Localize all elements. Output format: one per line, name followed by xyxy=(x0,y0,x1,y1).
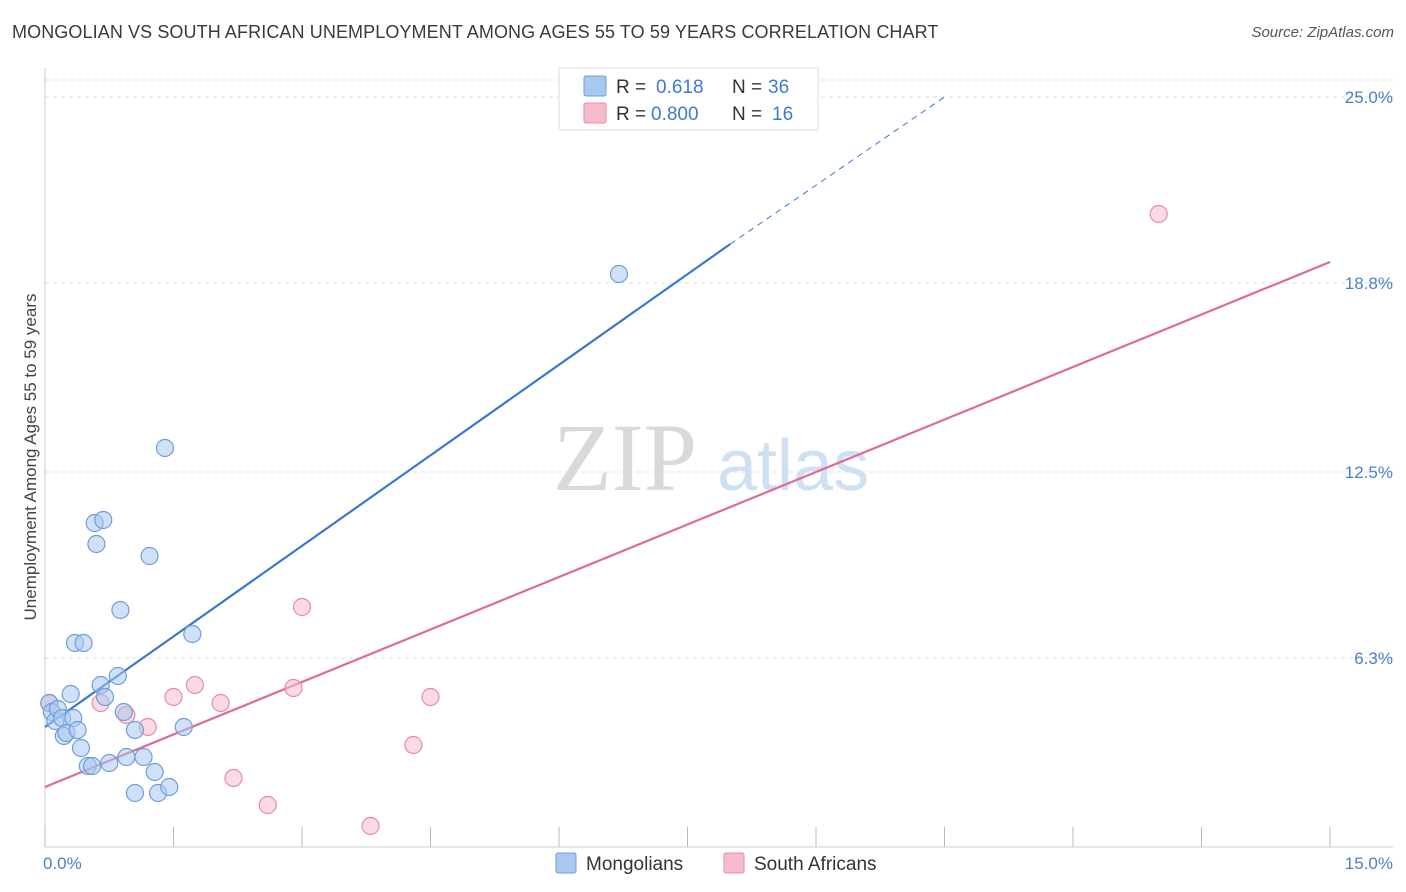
point-mongolians xyxy=(61,684,80,704)
trend-lines xyxy=(44,96,1331,789)
point-mongolians xyxy=(71,738,91,758)
point-south-africans xyxy=(164,687,183,707)
point-mongolians xyxy=(134,747,153,767)
point-mongolians xyxy=(111,600,130,620)
y-tick-label: 25.0% xyxy=(1345,88,1393,107)
legend-swatch-mongolians xyxy=(583,75,607,97)
point-mongolians xyxy=(117,747,136,767)
y-tick-label: 6.3% xyxy=(1354,649,1393,668)
data-points xyxy=(40,204,1168,836)
legend-r-value-mongolians: 0.618 xyxy=(656,77,704,98)
legend-r-value-south-africans: 0.800 xyxy=(651,104,699,125)
watermark-zip: ZIP xyxy=(553,404,697,511)
stats-legend: R = 0.618 N = 36 R = 0.800 N = 16 xyxy=(558,67,819,131)
point-mongolians xyxy=(74,633,93,653)
x-tick-min: 0.0% xyxy=(43,854,82,873)
watermark-atlas: atlas xyxy=(717,426,869,506)
bottom-legend-label-south-africans: South Africans xyxy=(754,854,877,875)
point-mongolians xyxy=(155,438,175,458)
trend-line-south-africans xyxy=(44,260,1331,789)
bottom-legend-swatch-mongolians xyxy=(555,852,577,874)
y-tick-label: 12.5% xyxy=(1345,463,1393,482)
point-mongolians xyxy=(83,756,102,776)
legend-r-label-south-africans: R = xyxy=(616,104,646,125)
legend-r-label-mongolians: R = xyxy=(616,77,646,98)
x-tick-max: 15.0% xyxy=(1345,854,1393,873)
point-south-africans xyxy=(1149,204,1168,224)
y-tick-labels: 6.3% 12.5% 18.8% 25.0% xyxy=(1345,88,1393,668)
legend-n-value-mongolians: 36 xyxy=(768,77,789,98)
point-south-africans xyxy=(404,735,423,755)
point-south-africans xyxy=(421,687,440,707)
point-south-africans xyxy=(258,795,277,815)
point-mongolians xyxy=(183,624,202,644)
point-mongolians xyxy=(160,777,179,797)
point-mongolians xyxy=(87,534,106,554)
point-south-africans xyxy=(211,693,230,713)
point-mongolians xyxy=(114,702,133,722)
trend-line-mongolians xyxy=(44,243,731,728)
bottom-legend-label-mongolians: Mongolians xyxy=(586,854,683,875)
source-credit: Source: ZipAtlas.com xyxy=(1251,24,1394,41)
point-mongolians xyxy=(100,753,119,773)
point-mongolians xyxy=(145,762,164,782)
y-axis-label: Unemployment Among Ages 55 to 59 years xyxy=(21,294,40,621)
point-mongolians xyxy=(609,264,629,284)
point-south-africans xyxy=(292,597,312,617)
chart-title: MONGOLIAN VS SOUTH AFRICAN UNEMPLOYMENT … xyxy=(12,22,939,42)
watermark: ZIP atlas xyxy=(553,404,869,511)
gridlines xyxy=(45,79,1393,659)
point-mongolians xyxy=(108,666,127,686)
legend-swatch-south-africans xyxy=(583,102,607,124)
point-south-africans xyxy=(224,768,243,788)
point-mongolians xyxy=(125,783,145,803)
series-legend: Mongolians South Africans xyxy=(555,852,877,875)
legend-n-value-south-africans: 16 xyxy=(772,104,793,125)
legend-n-label-mongolians: N = xyxy=(732,77,762,98)
point-mongolians xyxy=(95,687,115,707)
point-mongolians xyxy=(125,720,145,740)
point-south-africans xyxy=(361,816,380,836)
point-mongolians xyxy=(174,717,193,737)
point-mongolians xyxy=(140,546,159,566)
point-south-africans xyxy=(284,678,303,698)
point-south-africans xyxy=(185,675,205,695)
bottom-legend-swatch-south-africans xyxy=(723,852,745,874)
point-mongolians xyxy=(94,510,113,530)
y-tick-label: 18.8% xyxy=(1345,274,1393,293)
point-mongolians xyxy=(68,720,87,740)
legend-n-label-south-africans: N = xyxy=(732,104,762,125)
